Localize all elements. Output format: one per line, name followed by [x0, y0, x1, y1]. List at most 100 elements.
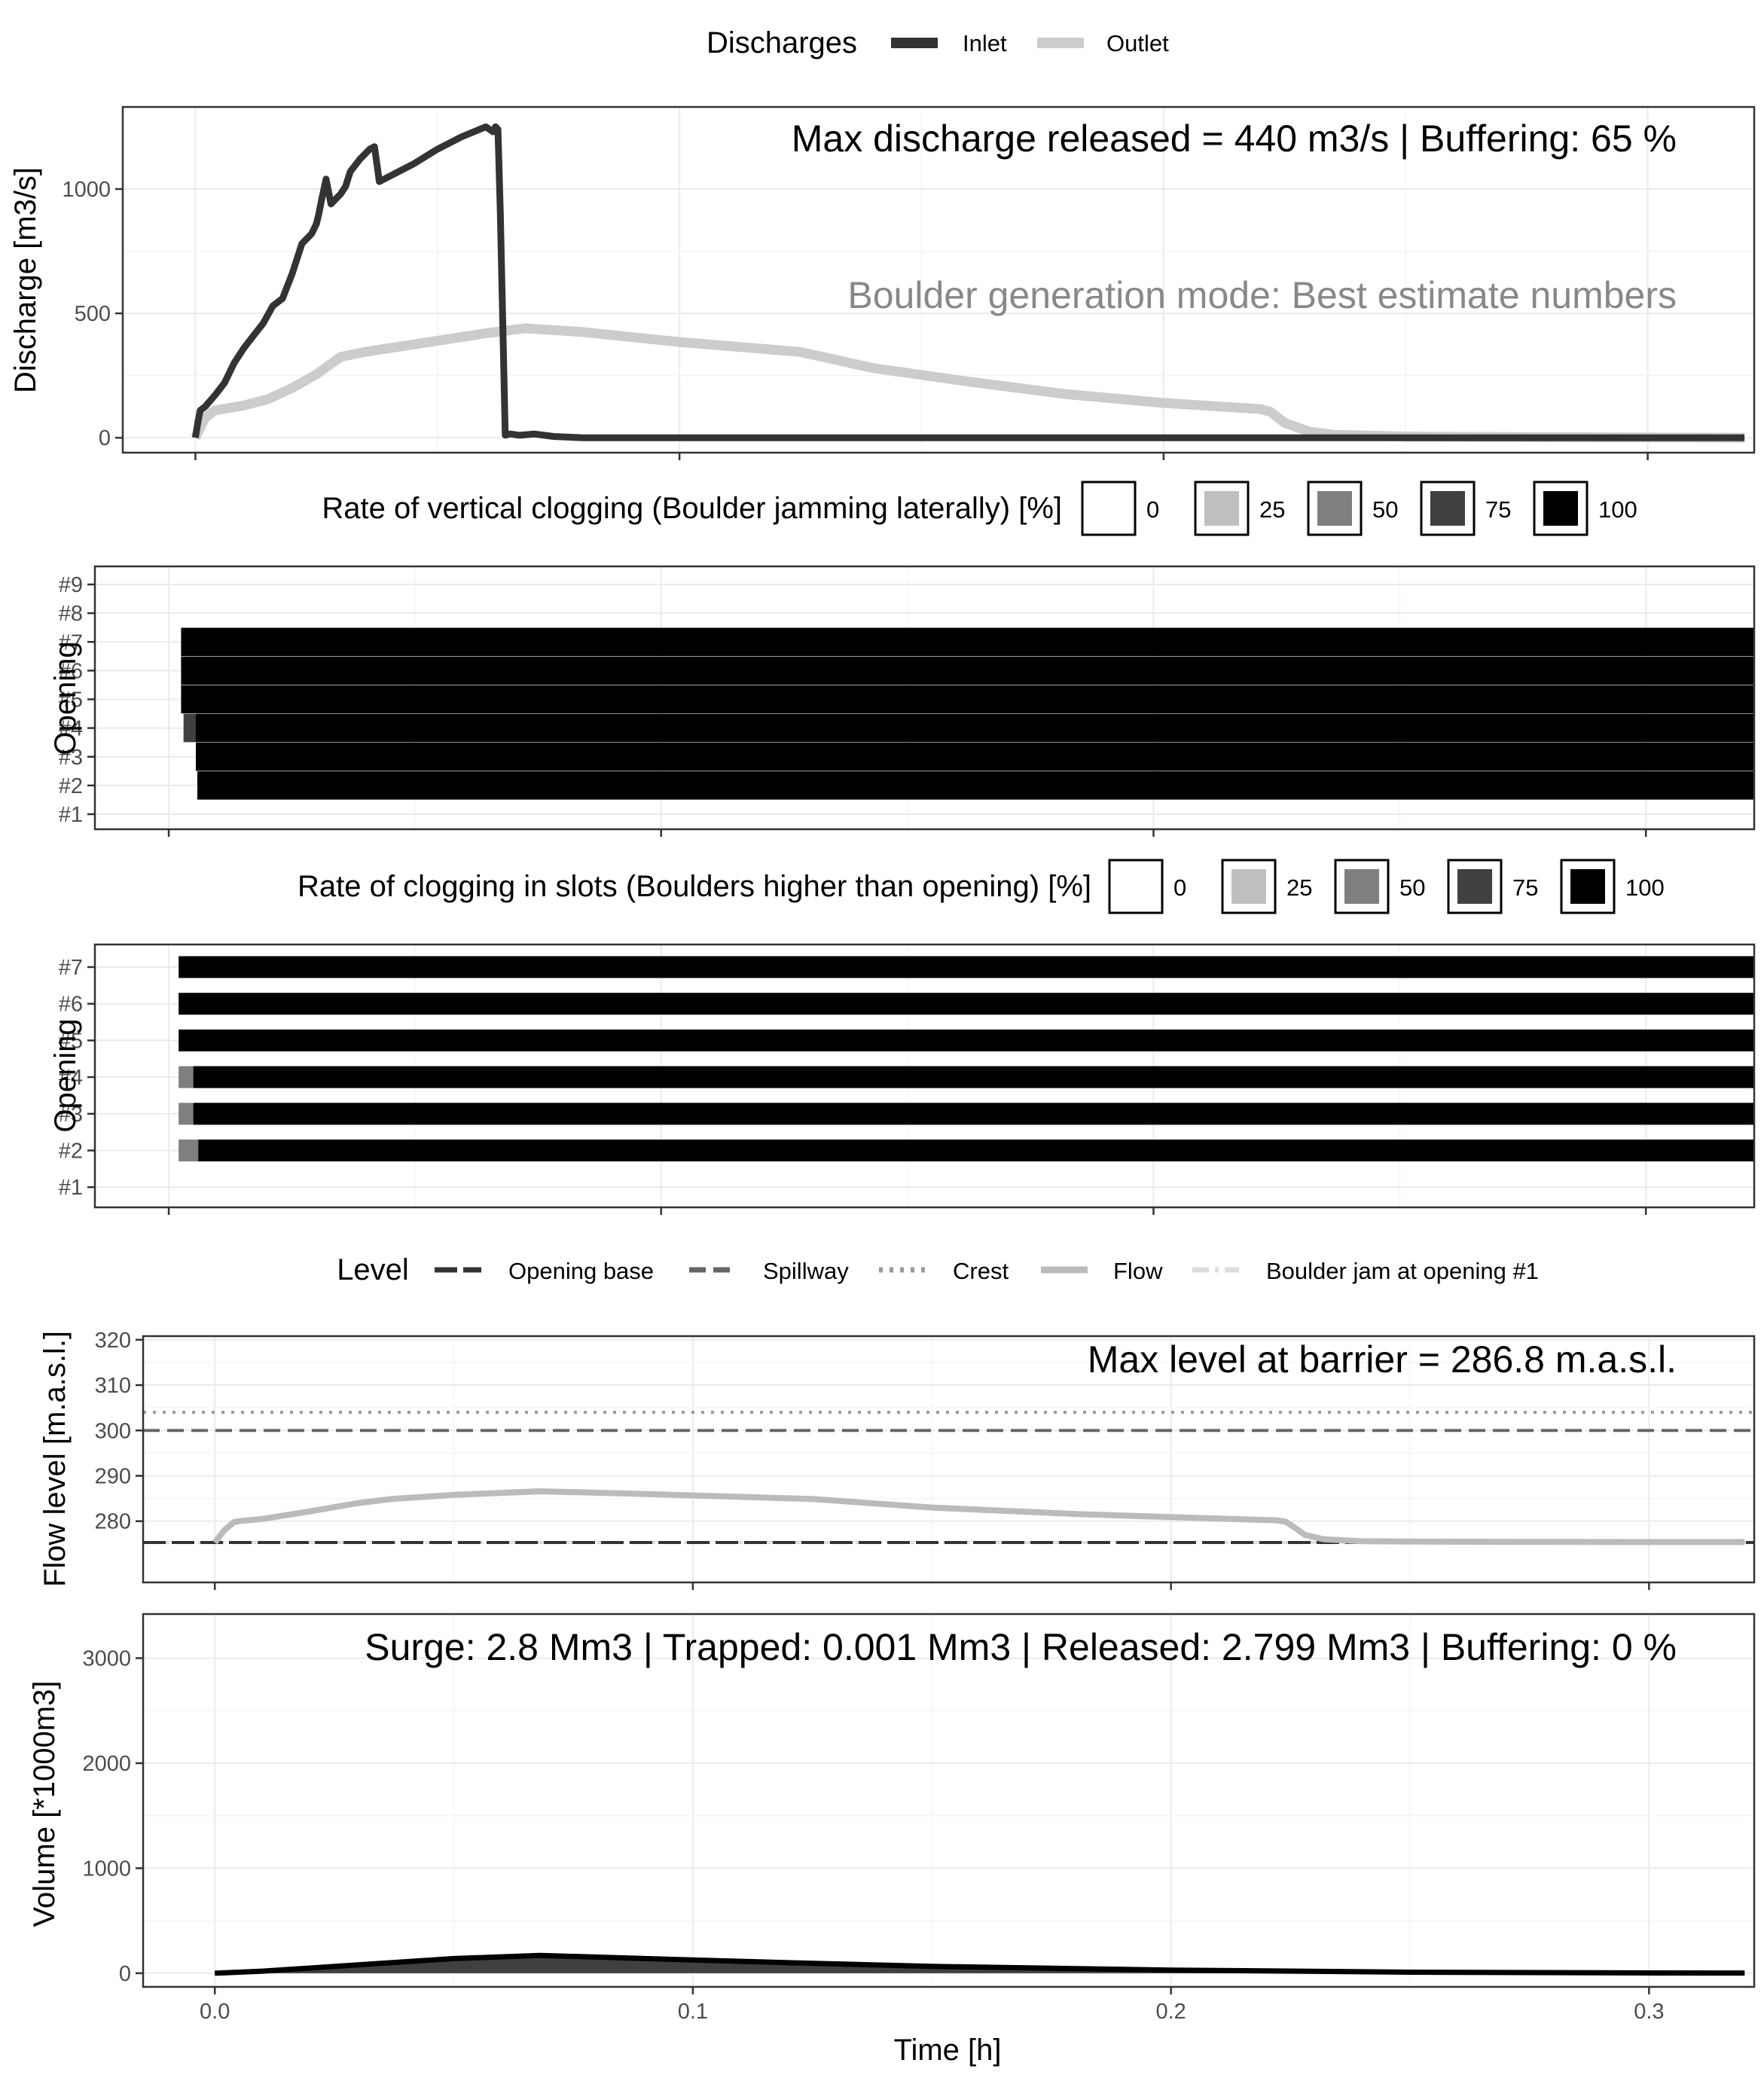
slot-bars	[179, 956, 1755, 1161]
opening-label: #4	[59, 1066, 83, 1090]
legend-swatch-50	[1334, 859, 1390, 914]
clog-bar-#5	[179, 1029, 1754, 1051]
y-tick-label: 2000	[82, 1752, 131, 1776]
legend-label-25: 25	[1286, 874, 1312, 901]
legend-swatch-0	[1108, 859, 1164, 914]
volume-annotation: Surge: 2.8 Mm3 | Trapped: 0.001 Mm3 | Re…	[365, 1626, 1677, 1668]
legend-fill-25	[1231, 869, 1266, 904]
opening-label: #7	[59, 956, 83, 980]
clog-bar-#5	[181, 685, 1754, 714]
outlet-line	[191, 323, 1745, 443]
flow-series	[143, 1411, 1754, 1546]
inlet-line	[191, 123, 1745, 441]
legend-opening-base-label: Opening base	[508, 1258, 654, 1284]
legend-label-75: 75	[1485, 496, 1511, 523]
opening-label: #1	[59, 1176, 83, 1200]
y-tick-label: 310	[95, 1374, 131, 1398]
clog-bar-#6	[179, 993, 1754, 1015]
legend-fill-25	[1204, 491, 1239, 526]
flow-x-ticks	[213, 1582, 1650, 1590]
legend-label-50: 50	[1399, 874, 1425, 901]
volume-x-axis: 0.0 0.1 0.2 0.3	[200, 1987, 1665, 2024]
legend-flow-label: Flow	[1113, 1258, 1163, 1284]
legend-label-0: 0	[1173, 874, 1186, 901]
opening-label: #5	[59, 688, 83, 713]
legend-inlet-label: Inlet	[963, 30, 1007, 56]
opening-label: #5	[59, 1029, 83, 1053]
vertical-bars	[181, 627, 1755, 800]
legend-fill-75	[1430, 491, 1465, 526]
discharge-x-ticks	[194, 453, 1649, 460]
opening-label: #8	[59, 602, 83, 626]
flow-line	[212, 1488, 1745, 1546]
y-tick-label: 0	[119, 1962, 131, 1986]
opening-label: #4	[59, 717, 83, 741]
legend-fill-100	[1570, 869, 1605, 904]
volume-series	[215, 1952, 1745, 1976]
slot-y-axis: #7 #6 #5 #4 #3 #2 #1	[59, 956, 95, 1200]
clog-bar-#4-full	[193, 1066, 1754, 1088]
vertical-clogging-panel: #9 #8 #7 #6 #5 #4 #3 #2 #1 Opening	[49, 565, 1756, 837]
volume-panel: 0 1000 2000 3000 0.0 0.1 0.2 0.3 Surge: 2.8 Mm…	[28, 1613, 1756, 2067]
boulder-mode-annotation: Boulder generation mode: Best estimate n…	[847, 274, 1677, 316]
opening-label: #2	[59, 1140, 83, 1164]
legend-discharges: Discharges Inlet Outlet	[707, 26, 1169, 60]
legend-level-title: Level	[337, 1253, 409, 1286]
flow-level-panel: 280 290 300 310 320 Max level at barrier = 2…	[38, 1329, 1756, 1590]
slot-panel-border	[93, 943, 1756, 1209]
volume-area	[215, 1955, 1745, 1973]
y-tick-label: 1000	[82, 1857, 131, 1881]
opening-label: #2	[59, 774, 83, 798]
legend-label-0: 0	[1146, 496, 1159, 523]
legend-slot-title: Rate of clogging in slots (Boulders high…	[298, 870, 1091, 903]
legend-fill-75	[1457, 869, 1492, 904]
vertical-x-ticks	[167, 829, 1647, 837]
legend-fill-0	[1119, 869, 1153, 904]
y-tick-label: 290	[95, 1464, 131, 1488]
legend-label-50: 50	[1372, 496, 1398, 523]
y-tick-label: 3000	[82, 1647, 131, 1671]
x-tick-label: 0.1	[678, 2000, 708, 2024]
y-tick-label: 1000	[62, 178, 111, 202]
legend-label-100: 100	[1598, 496, 1637, 523]
volume-panel-border	[142, 1613, 1756, 1988]
y-tick-label: 280	[95, 1510, 131, 1534]
clog-bar-#4-full	[196, 713, 1755, 743]
legend-discharges-title: Discharges	[707, 26, 857, 60]
clog-bar-#3-full	[193, 1103, 1754, 1125]
legend-fill-100	[1543, 491, 1578, 526]
legend-fill-50	[1317, 491, 1352, 526]
vertical-ylabel: Opening	[49, 641, 82, 755]
legend-swatch-75	[1447, 859, 1503, 914]
legend-label-75: 75	[1512, 874, 1538, 901]
clog-bar-#2	[197, 771, 1755, 800]
clog-bar-#7	[181, 627, 1754, 656]
legend-label-100: 100	[1625, 874, 1665, 901]
clog-bar-#3	[196, 743, 1755, 771]
x-tick-label: 0.3	[1634, 2000, 1664, 2024]
legend-crest-label: Crest	[953, 1258, 1009, 1284]
slot-ylabel: Opening	[49, 1018, 82, 1132]
opening-label: #6	[59, 659, 83, 683]
legend-slot-clogging: Rate of clogging in slots (Boulders high…	[298, 859, 1665, 914]
legend-boulder-jam-label: Boulder jam at opening #1	[1266, 1258, 1539, 1284]
discharge-series	[191, 123, 1745, 443]
opening-label: #1	[59, 803, 83, 827]
legend-label-25: 25	[1259, 496, 1285, 523]
legend-spillway-label: Spillway	[763, 1258, 849, 1284]
vertical-y-axis: #9 #8 #7 #6 #5 #4 #3 #2 #1	[59, 573, 95, 827]
y-tick-label: 320	[95, 1329, 131, 1353]
legend-fill-0	[1091, 491, 1126, 526]
discharge-annotation: Max discharge released = 440 m3/s | Buff…	[792, 117, 1677, 160]
legend-outlet-label: Outlet	[1106, 30, 1169, 56]
legend-vertical-title: Rate of vertical clogging (Boulder jammi…	[322, 492, 1062, 525]
y-tick-label: 500	[75, 302, 111, 326]
opening-label: #3	[59, 1103, 83, 1127]
clog-bar-#7	[179, 956, 1754, 978]
slot-clogging-panel: #7 #6 #5 #4 #3 #2 #1 Opening	[49, 943, 1756, 1215]
opening-label: #6	[59, 993, 83, 1017]
discharge-panel: 0 500 1000 Max discharge released = 440 m3…	[9, 105, 1756, 460]
volume-y-axis: 0 1000 2000 3000	[82, 1647, 143, 1986]
discharge-ylabel: Discharge [m3/s]	[9, 167, 42, 393]
